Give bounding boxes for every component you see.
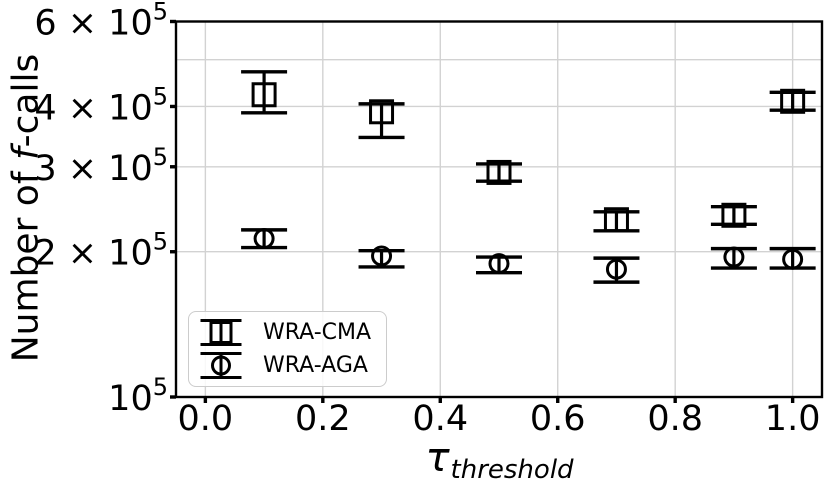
marker-circle xyxy=(488,253,510,275)
axes-spines xyxy=(174,20,824,399)
y-axis-label-italic-f: f xyxy=(5,147,47,161)
marker-square xyxy=(486,159,512,185)
marker-circle xyxy=(782,248,804,270)
y-tick-label: 3 × 105 xyxy=(34,143,168,189)
legend-label: WRA-CMA xyxy=(263,319,372,345)
y-tick-label: 2 × 105 xyxy=(34,228,168,274)
marker-square xyxy=(780,88,806,114)
marker-circle xyxy=(253,228,275,250)
x-tick-label: 1.0 xyxy=(765,399,821,439)
x-tick-label: 0.6 xyxy=(530,399,586,439)
y-tick-label: 4 × 105 xyxy=(34,82,168,128)
y-axis-label: Number of f-calls xyxy=(6,54,47,363)
marker-square xyxy=(721,202,747,228)
y-axis-label-pre: Number of xyxy=(5,160,47,363)
marker-circle xyxy=(605,258,627,280)
x-axis-label: τthreshold xyxy=(425,435,574,483)
legend-item-wra-cma: WRA-CMA xyxy=(199,317,382,348)
tau-subscript: threshold xyxy=(450,455,574,483)
errorbar-square-glyph xyxy=(200,318,242,346)
marker-square xyxy=(603,207,629,233)
tau-symbol: τ xyxy=(425,435,450,481)
marker-square xyxy=(369,99,395,125)
marker-circle xyxy=(371,245,393,267)
legend: WRA-CMA WRA-AGA xyxy=(188,311,387,387)
y-tick-label: 105 xyxy=(108,373,168,419)
legend-label: WRA-AGA xyxy=(263,353,368,379)
y-axis-label-post: -calls xyxy=(5,53,47,148)
legend-item-wra-aga: WRA-AGA xyxy=(199,350,382,381)
x-tick-label: 0.0 xyxy=(178,399,234,439)
errorbar-circle-glyph xyxy=(200,352,242,380)
x-tick-label: 0.4 xyxy=(412,399,468,439)
marker-square xyxy=(251,82,277,108)
marker-circle xyxy=(723,246,745,268)
x-tick-label: 0.2 xyxy=(295,399,351,439)
x-tick-label: 0.8 xyxy=(647,399,703,439)
y-tick-label: 6 × 105 xyxy=(34,0,168,44)
